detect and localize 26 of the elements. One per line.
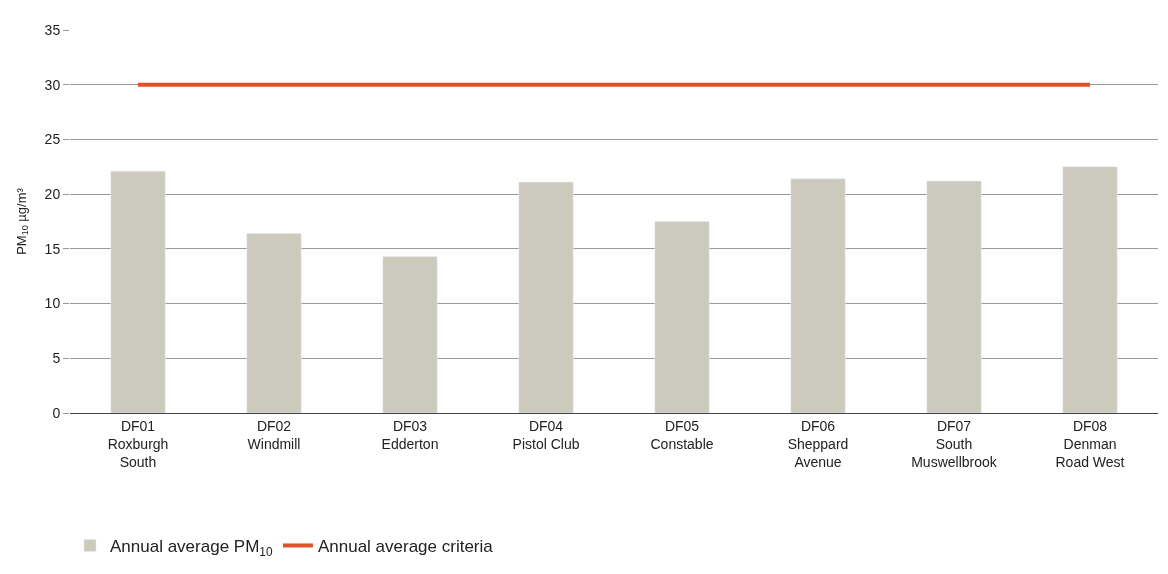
y-tick-label: 10	[44, 295, 61, 312]
bar	[926, 180, 982, 413]
y-tick-label: 35	[44, 21, 61, 38]
x-tick-label: DF06 Sheppard Avenue	[787, 417, 849, 471]
y-tick-label: 30	[44, 76, 61, 93]
bar	[382, 256, 438, 413]
x-tick-label: DF05 Constable	[650, 417, 714, 452]
x-tick-label: DF02 Windmill	[247, 417, 301, 452]
bar	[110, 170, 166, 413]
bar	[518, 181, 574, 413]
y-tick-label: 20	[44, 186, 61, 203]
x-tick-label: DF07 South Muswellbrook	[911, 417, 998, 471]
bar	[790, 178, 846, 413]
x-tick-label: DF03 Edderton	[381, 417, 439, 452]
bar	[246, 233, 302, 413]
legend-label: Annual average PM$_{10}$	[110, 537, 273, 559]
x-tick-label: DF08 Denman Road West	[1055, 417, 1125, 471]
y-tick-label: 5	[52, 350, 61, 367]
y-tick-label: 0	[52, 404, 61, 421]
bar	[654, 221, 710, 413]
bar	[1062, 166, 1118, 413]
legend-label: Annual average criteria	[317, 537, 494, 557]
y-tick-label: 15	[44, 240, 61, 257]
y-tick-label: 25	[44, 131, 61, 148]
x-tick-label: DF01 Roxburgh South	[107, 417, 169, 471]
x-tick-label: DF04 Pistol Club	[512, 417, 580, 452]
